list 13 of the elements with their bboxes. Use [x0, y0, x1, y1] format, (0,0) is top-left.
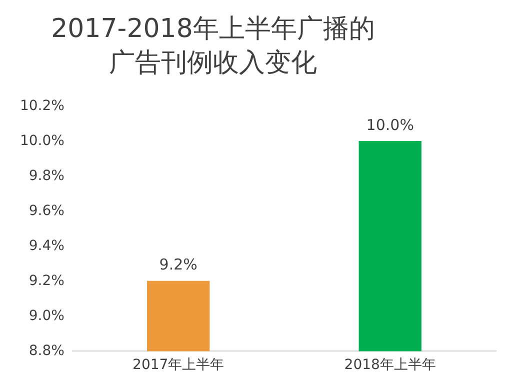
y-tick-label: 9.8%: [28, 168, 64, 184]
data-label: 10.0%: [366, 116, 414, 134]
chart-title: 2017-2018年上半年广播的广告刊例收入变化: [50, 13, 376, 80]
y-tick-label: 9.0%: [28, 308, 64, 324]
x-tick-label: 2018年上半年: [344, 357, 436, 374]
y-tick-label: 9.2%: [28, 272, 64, 289]
data-label: 9.2%: [159, 256, 198, 274]
y-tick-label: 10.2%: [20, 98, 64, 114]
y-tick-label: 9.4%: [28, 238, 64, 254]
x-tick-label: 2017年上半年: [132, 357, 224, 374]
y-tick-label: 8.8%: [28, 342, 64, 359]
y-tick-label: 9.6%: [28, 202, 64, 219]
y-tick-label: 10.0%: [20, 133, 64, 150]
